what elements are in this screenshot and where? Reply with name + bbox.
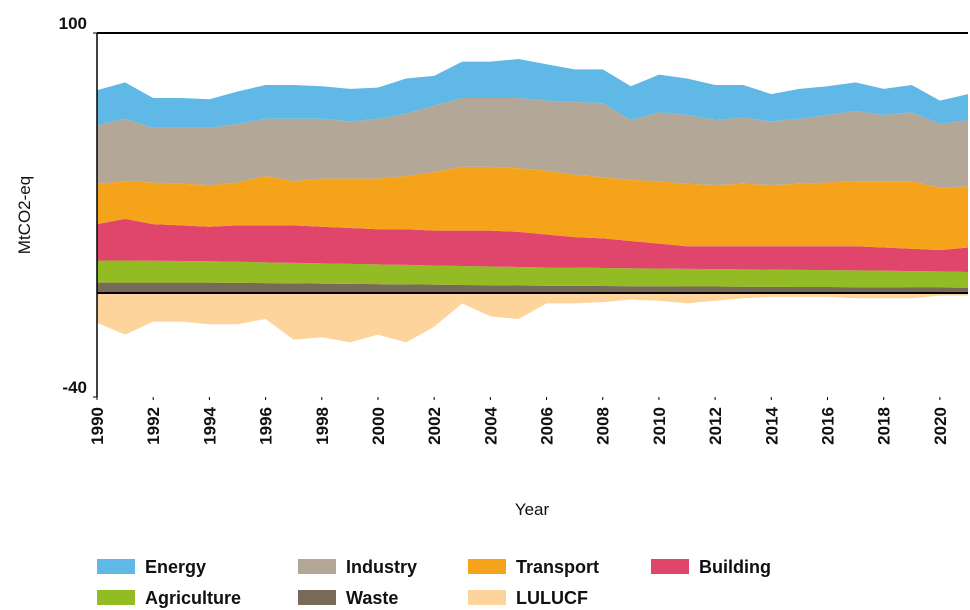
x-tick-label: 1994 [200,406,219,444]
legend-swatch [651,559,689,574]
y-axis-label: MtCO2-eq [15,176,34,254]
area [97,260,968,288]
x-tick-label: 2016 [819,407,838,445]
x-tick-label: 1992 [144,407,163,445]
x-tick-label: 2014 [762,406,781,444]
area [97,282,968,293]
area [97,293,968,343]
legend-label: Building [699,557,771,577]
x-tick-label: 2002 [425,407,444,445]
x-tick-label: 1996 [257,407,276,445]
x-tick-label: 2000 [369,407,388,445]
y-tick-label: 100 [59,14,87,33]
x-tick-label: 2018 [875,407,894,445]
area [97,218,968,272]
legend-label: Energy [145,557,206,577]
x-tick-label: 2008 [594,407,613,445]
x-tick-label: 2006 [538,407,557,445]
x-axis-label: Year [515,500,550,519]
legend-swatch [97,559,135,574]
legend-label: Transport [516,557,599,577]
area [97,59,968,128]
y-tick-label: -40 [62,378,87,397]
x-tick-label: 1998 [313,407,332,445]
x-tick-label: 2010 [650,407,669,445]
area [97,166,968,251]
legend-label: Waste [346,588,398,608]
x-tick-label: 2020 [931,407,950,445]
x-tick-label: 2012 [706,407,725,445]
legend-label: Industry [346,557,417,577]
legend-swatch [298,590,336,605]
legend-swatch [97,590,135,605]
x-tick-label: 1990 [88,407,107,445]
legend-swatch [298,559,336,574]
legend-swatch [468,559,506,574]
legend-label: Agriculture [145,588,241,608]
x-tick-label: 2004 [481,406,500,444]
area [97,98,968,188]
legend-label: LULUCF [516,588,588,608]
legend-swatch [468,590,506,605]
